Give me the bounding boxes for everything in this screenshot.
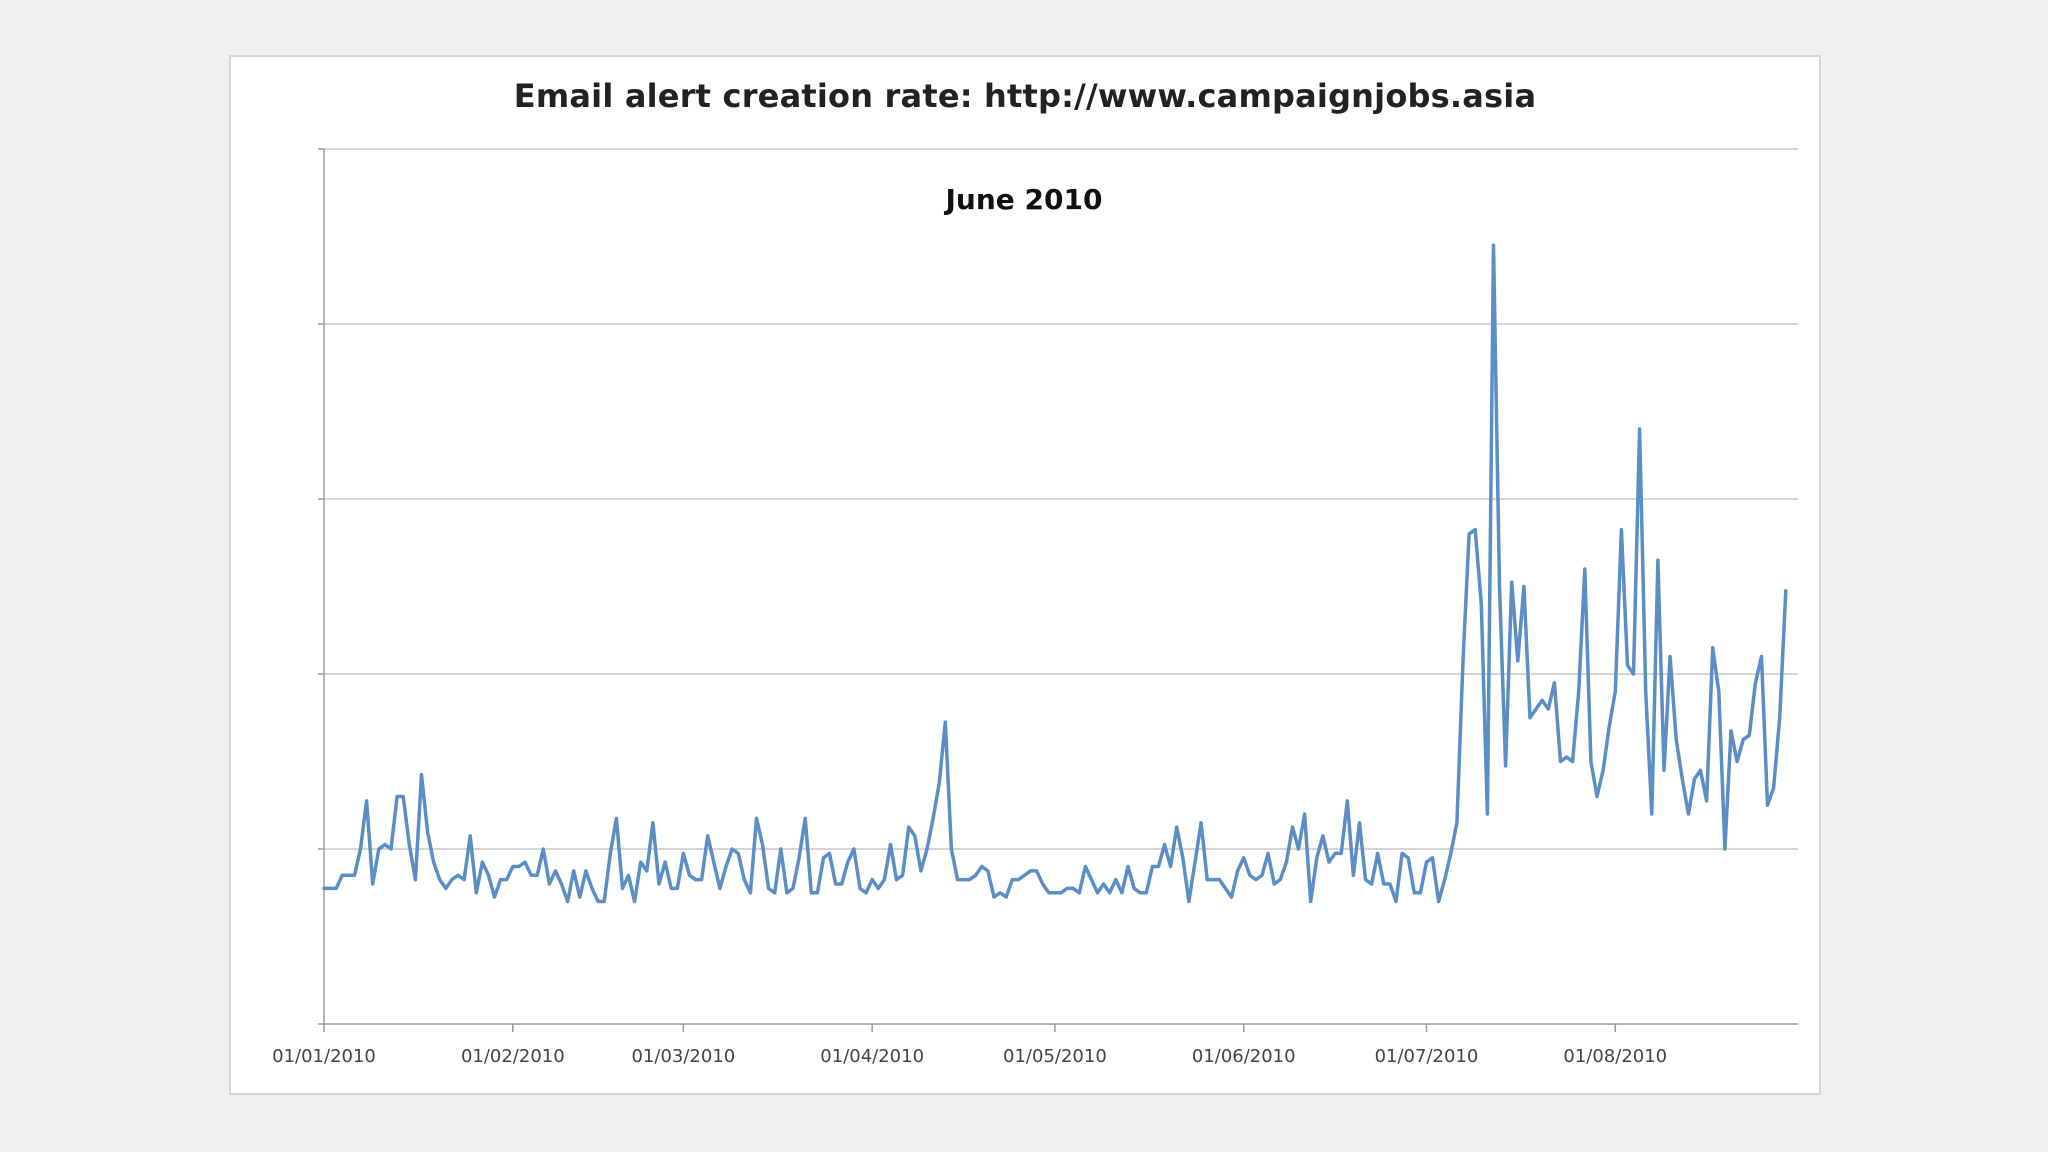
x-tick-label-2: 01/03/2010 <box>631 1046 735 1067</box>
x-tick-label-4: 01/05/2010 <box>1003 1046 1107 1067</box>
x-tick-label-0: 01/01/2010 <box>272 1046 376 1067</box>
x-tick-label-6: 01/07/2010 <box>1375 1046 1479 1067</box>
axes <box>318 148 1798 1025</box>
x-axis-ticks: 01/01/2010 01/02/2010 01/03/2010 01/04/2010… <box>272 1024 1667 1067</box>
x-tick-label-3: 01/04/2010 <box>820 1046 924 1067</box>
chart-annotation: June 2010 <box>944 183 1103 216</box>
chart-frame: Email alert creation rate: http://www.ca… <box>229 55 1821 1095</box>
series-layer <box>322 243 1788 904</box>
x-tick-label-1: 01/02/2010 <box>461 1046 565 1067</box>
line-chart: 01/01/2010 01/02/2010 01/03/2010 01/04/2010… <box>272 148 1798 1067</box>
chart-title: Email alert creation rate: http://www.ca… <box>513 77 1537 115</box>
series-line-0 <box>322 243 1788 904</box>
x-tick-label-5: 01/06/2010 <box>1192 1046 1296 1067</box>
gridlines <box>324 148 1798 850</box>
x-tick-label-7: 01/08/2010 <box>1563 1046 1667 1067</box>
